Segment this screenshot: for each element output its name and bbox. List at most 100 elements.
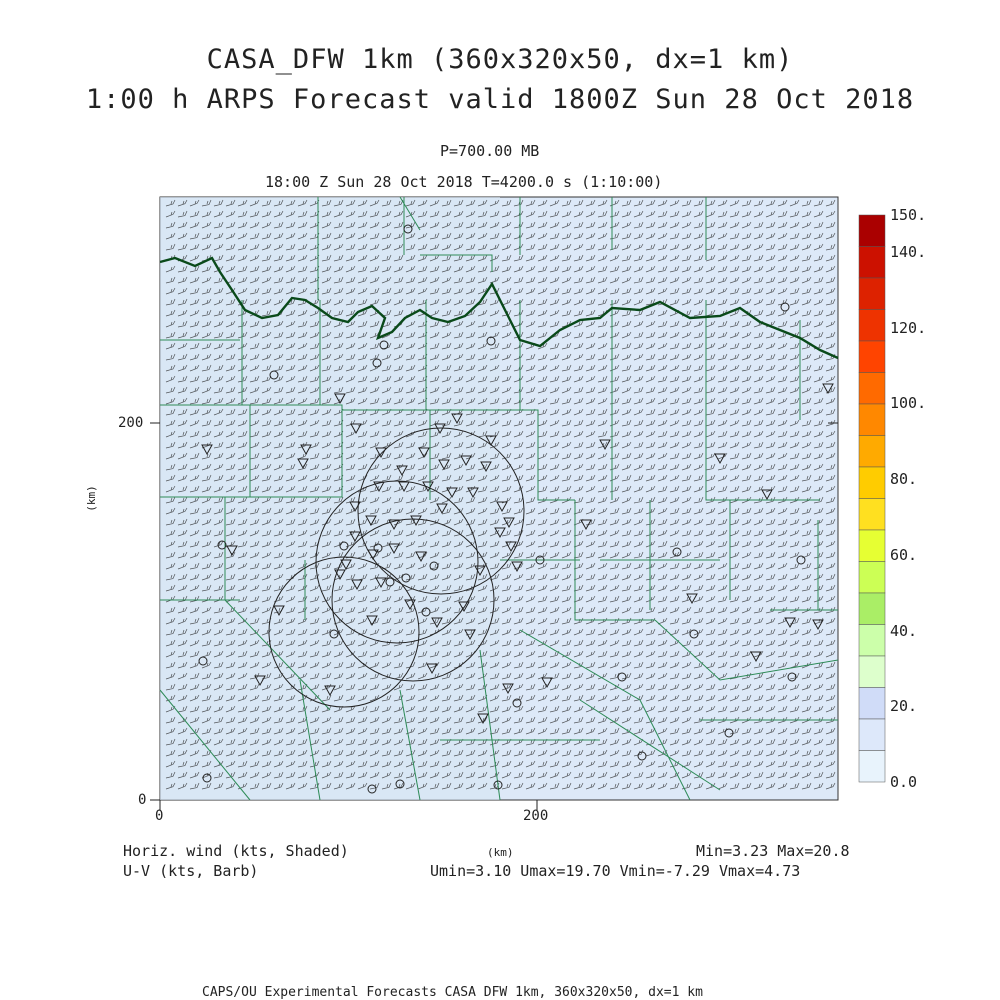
station-triangle (375, 577, 387, 589)
county-boundaries (159, 196, 839, 801)
station-circle (780, 302, 790, 312)
station-circle (796, 555, 806, 565)
station-circle (512, 698, 522, 708)
station-circle (637, 751, 647, 761)
county-line (420, 254, 493, 272)
colorbar-swatch (858, 309, 886, 342)
station-triangle (485, 435, 497, 447)
station-circle (787, 672, 797, 682)
station-triangle (505, 541, 517, 553)
title-line-2: 1:00 h ARPS Forecast valid 1800Z Sun 28 … (85, 84, 915, 115)
station-triangle (436, 503, 448, 515)
station-circle (429, 561, 439, 571)
station-circle (486, 336, 496, 346)
colorbar-swatch (858, 466, 886, 499)
station-triangle (467, 487, 479, 499)
station-circle (724, 728, 734, 738)
station-triangle (822, 383, 834, 395)
colorbar-swatch (858, 403, 886, 436)
colorbar-swatch (858, 372, 886, 405)
colorbar-label: 60. (890, 546, 918, 564)
pressure-level: P=700.00 MB (440, 142, 540, 160)
colorbar-swatch (858, 246, 886, 279)
station-triangle (367, 549, 379, 561)
station-triangle (580, 519, 592, 531)
station-triangle (254, 675, 266, 687)
uv-minmax: Umin=3.10 Umax=19.70 Vmin=-7.29 Vmax=4.7… (430, 862, 801, 880)
county-line (479, 649, 501, 801)
station-triangle (398, 481, 410, 493)
county-line (159, 689, 251, 801)
station-circle (202, 773, 212, 783)
station-triangle (812, 619, 824, 631)
station-triangle (226, 545, 238, 557)
colorbar-label: 100. (890, 394, 927, 412)
station-triangle (431, 617, 443, 629)
station-circle (198, 656, 208, 666)
station-circle (401, 573, 411, 583)
state-border (159, 256, 839, 360)
station-circle (421, 607, 431, 617)
title-line-1: CASA_DFW 1km (360x320x50, dx=1 km) (206, 44, 794, 75)
x-axis-label: (km) (487, 846, 514, 859)
station-triangle (458, 601, 470, 613)
station-triangle (375, 447, 387, 459)
colorbar-label: 20. (890, 697, 918, 715)
colorbar-swatch (858, 561, 886, 594)
station-triangle (474, 565, 486, 577)
station-circle (689, 629, 699, 639)
station-triangle (477, 713, 489, 725)
station-triangle (404, 599, 416, 611)
station-circle (329, 629, 339, 639)
station-circle (367, 784, 377, 794)
county-line (160, 496, 226, 600)
station-triangle (410, 515, 422, 527)
county-line (654, 619, 839, 681)
colorbar-label: 0.0 (890, 773, 918, 791)
station-triangle (415, 551, 427, 563)
county-line (705, 420, 820, 501)
station-triangle (334, 569, 346, 581)
colorbar-swatch (858, 340, 886, 373)
station-triangle (273, 605, 285, 617)
footer: CAPS/OU Experimental Forecasts CASA DFW … (202, 985, 703, 1000)
axis-ticks (150, 422, 838, 810)
county-line (519, 629, 691, 801)
station-circle (493, 780, 503, 790)
y-tick-0: 0 (138, 792, 147, 808)
station-triangle (201, 444, 213, 456)
min-max: Min=3.23 Max=20.8 (696, 842, 850, 860)
colorbar-label: 80. (890, 470, 918, 488)
station-triangle (396, 465, 408, 477)
station-markers (198, 224, 834, 794)
colorbar-swatch (858, 498, 886, 531)
station-circle (672, 547, 682, 557)
colorbar-swatch (858, 687, 886, 720)
station-triangle (434, 423, 446, 435)
station-triangle (388, 519, 400, 531)
station-circle (269, 370, 279, 380)
radar-rings (268, 427, 525, 708)
x-tick-0: 0 (155, 808, 164, 824)
colorbar-label: 120. (890, 319, 927, 337)
county-line (574, 500, 655, 621)
colorbar-label: 150. (890, 206, 927, 224)
station-triangle (365, 515, 377, 527)
station-triangle (340, 559, 352, 571)
colorbar-swatch (858, 529, 886, 562)
station-triangle (351, 579, 363, 591)
colorbar-label: 140. (890, 243, 927, 261)
station-triangle (334, 393, 346, 405)
county-line (579, 699, 721, 791)
station-triangle (494, 527, 506, 539)
x-tick-200: 200 (523, 808, 549, 824)
y-tick-200: 200 (118, 415, 144, 431)
station-circle (403, 224, 413, 234)
colorbar-swatch (858, 718, 886, 751)
legend-shaded: Horiz. wind (kts, Shaded) (123, 842, 349, 860)
colorbar-swatch (858, 750, 886, 783)
county-line (299, 679, 321, 801)
station-triangle (388, 543, 400, 555)
county-line (399, 689, 421, 801)
station-triangle (480, 461, 492, 473)
